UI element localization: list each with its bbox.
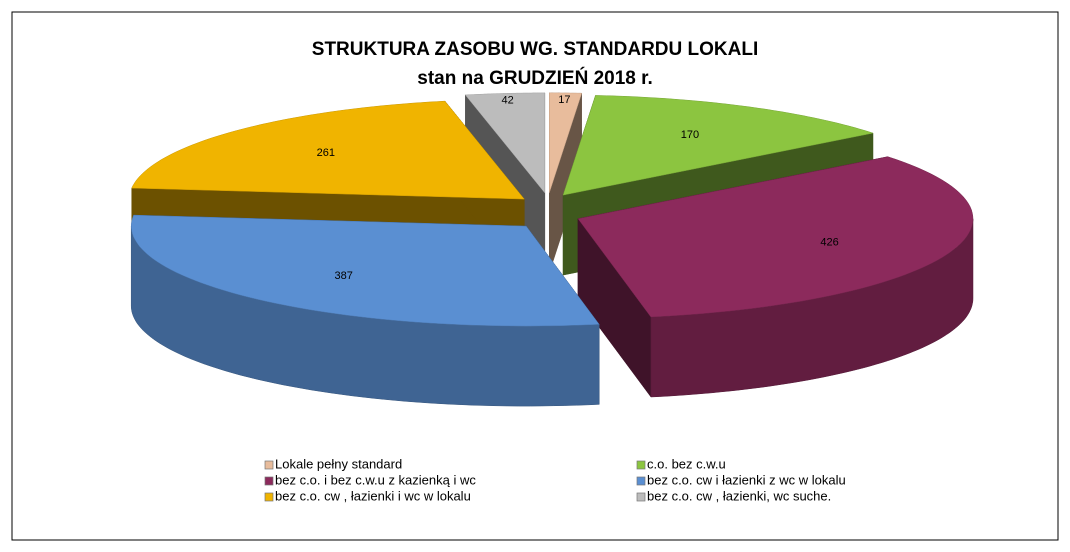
legend-label: bez c.o. i bez c.w.u z kazienką i wc <box>275 472 476 487</box>
legend-label: c.o. bez c.w.u <box>647 456 726 471</box>
legend-swatch <box>636 460 646 470</box>
data-label: 17 <box>558 94 570 106</box>
legend-label: bez c.o. cw i łazienki z wc w lokalu <box>647 472 846 487</box>
data-label: 42 <box>502 94 514 106</box>
legend-label: Lokale pełny standard <box>275 456 402 471</box>
legend-label: bez c.o. cw , łazienki, wc suche. <box>647 488 831 503</box>
slice <box>131 100 525 200</box>
slice <box>549 92 583 193</box>
legend-swatch <box>264 492 274 502</box>
data-label: 426 <box>820 236 838 248</box>
data-label: 170 <box>681 129 699 141</box>
legend-label: bez c.o. cw , łazienki i wc w lokalu <box>275 488 471 503</box>
legend-swatch <box>264 460 274 470</box>
slice <box>131 214 600 327</box>
slice <box>577 156 974 318</box>
pie: 17 42 170 261 426 387 <box>130 92 974 407</box>
legend-swatch <box>636 476 646 486</box>
chart-subtitle: stan na GRUDZIEŃ 2018 r. <box>417 67 652 89</box>
chart-title: STRUKTURA ZASOBU WG. STANDARDU LOKALI <box>312 39 758 60</box>
slice <box>562 95 874 196</box>
legend-swatch <box>636 492 646 502</box>
slice <box>464 92 546 194</box>
data-label: 261 <box>317 147 335 159</box>
legend-swatch <box>264 476 274 486</box>
data-label: 387 <box>334 270 352 282</box>
